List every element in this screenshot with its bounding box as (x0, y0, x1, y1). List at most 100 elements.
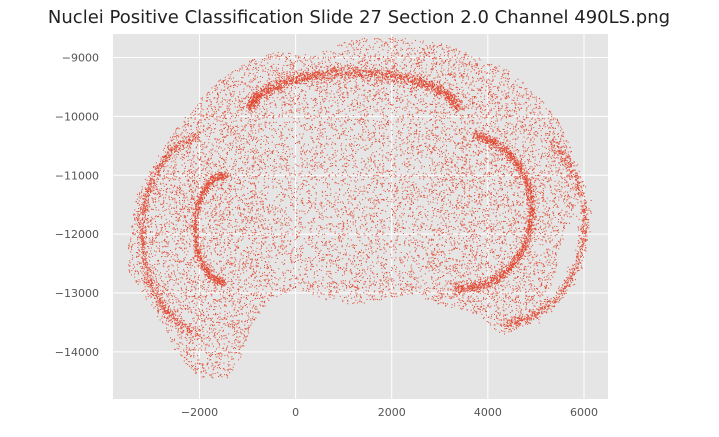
scatter-point (449, 283, 451, 285)
scatter-point (396, 107, 398, 108)
scatter-point (211, 317, 213, 319)
scatter-point (527, 133, 529, 135)
scatter-point (325, 241, 327, 243)
scatter-point (353, 165, 355, 167)
scatter-point (256, 137, 258, 139)
scatter-point (395, 190, 397, 192)
scatter-point (155, 231, 157, 233)
scatter-point (207, 242, 209, 244)
scatter-point (334, 204, 336, 206)
scatter-point (466, 228, 468, 229)
scatter-point (313, 277, 315, 279)
scatter-point (240, 308, 242, 310)
scatter-point (246, 227, 248, 228)
scatter-point (272, 282, 274, 284)
scatter-point (137, 202, 139, 204)
scatter-point (197, 229, 199, 231)
scatter-point (353, 280, 355, 282)
scatter-point (459, 73, 461, 74)
scatter-point (461, 196, 463, 198)
scatter-point (562, 134, 564, 136)
scatter-point (165, 322, 167, 324)
scatter-point (138, 272, 139, 274)
scatter-point (494, 313, 495, 315)
scatter-point (368, 140, 370, 141)
scatter-point (300, 69, 302, 71)
scatter-point (328, 282, 330, 284)
scatter-point (151, 216, 153, 218)
scatter-point (485, 157, 487, 159)
scatter-point (388, 226, 390, 228)
scatter-point (439, 238, 441, 240)
scatter-point (194, 189, 196, 191)
scatter-point (254, 238, 256, 240)
scatter-point (243, 83, 245, 85)
scatter-point (331, 63, 333, 65)
scatter-point (308, 118, 310, 119)
scatter-point (399, 98, 401, 100)
scatter-point (515, 180, 517, 182)
scatter-point (434, 248, 436, 250)
scatter-point (232, 147, 233, 148)
scatter-point (240, 332, 242, 334)
scatter-point (223, 98, 225, 100)
scatter-point (150, 184, 152, 186)
scatter-point (187, 209, 189, 210)
scatter-point (205, 169, 207, 171)
scatter-point (490, 266, 491, 268)
scatter-point (344, 42, 346, 44)
scatter-point (470, 273, 472, 275)
scatter-point (538, 229, 539, 230)
scatter-point (395, 166, 397, 168)
scatter-point (334, 261, 336, 263)
scatter-point (474, 198, 476, 200)
scatter-point (170, 250, 171, 251)
scatter-point (176, 243, 178, 244)
scatter-point (450, 203, 452, 205)
scatter-point (482, 76, 484, 78)
scatter-point (143, 268, 145, 270)
scatter-point (553, 151, 555, 153)
scatter-point (463, 63, 465, 65)
scatter-point (383, 108, 384, 110)
scatter-point (404, 77, 406, 79)
scatter-point (453, 153, 455, 155)
scatter-point (354, 277, 356, 278)
scatter-point (301, 89, 303, 91)
scatter-point (543, 198, 545, 200)
scatter-point (215, 111, 217, 112)
scatter-point (326, 195, 328, 197)
scatter-point (472, 181, 474, 183)
scatter-point (174, 172, 176, 174)
scatter-point (389, 154, 391, 156)
scatter-point (286, 168, 288, 170)
scatter-point (342, 74, 344, 76)
scatter-point (453, 72, 455, 74)
scatter-point (379, 90, 381, 92)
scatter-point (371, 214, 373, 216)
scatter-point (541, 114, 543, 116)
scatter-point (201, 218, 203, 220)
scatter-point (560, 221, 562, 223)
scatter-point (396, 51, 398, 53)
scatter-point (323, 89, 325, 91)
scatter-point (292, 261, 294, 263)
scatter-point (423, 178, 425, 180)
scatter-point (260, 160, 262, 162)
scatter-point (262, 76, 263, 78)
scatter-point (246, 167, 248, 169)
scatter-point (147, 225, 149, 227)
scatter-point (356, 285, 358, 287)
scatter-point (399, 273, 401, 274)
scatter-point (382, 169, 384, 171)
scatter-point (469, 101, 471, 103)
scatter-point (261, 224, 263, 225)
scatter-point (340, 240, 342, 242)
scatter-point (429, 113, 431, 115)
scatter-point (258, 159, 260, 161)
scatter-point (405, 181, 407, 183)
scatter-point (339, 188, 340, 190)
scatter-point (470, 66, 472, 68)
scatter-point (215, 271, 217, 273)
scatter-point (495, 289, 497, 291)
